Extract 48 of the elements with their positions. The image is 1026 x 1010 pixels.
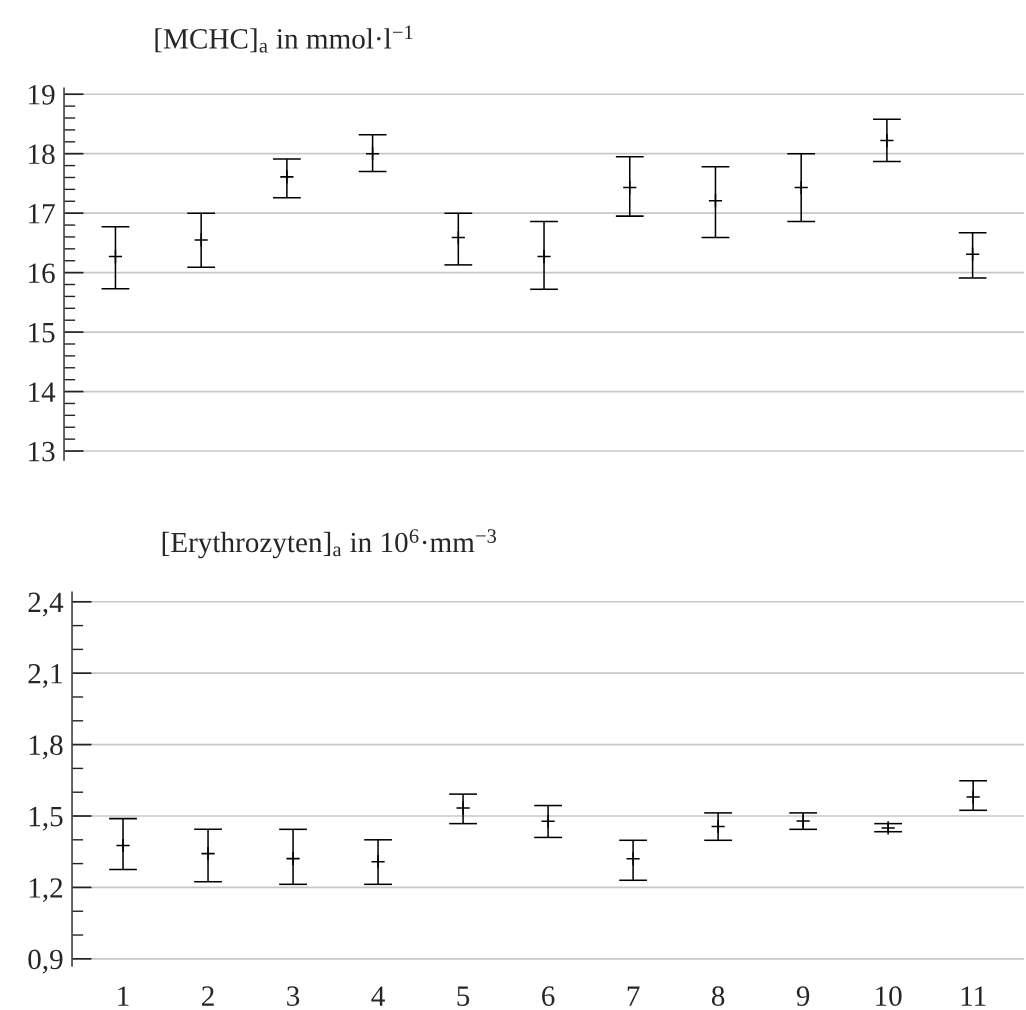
point (708, 193, 723, 209)
x-tick-label: 7 (627, 986, 640, 1006)
point (622, 180, 638, 195)
y-tick-label: 1,2 (29, 878, 63, 903)
point (200, 846, 216, 861)
y-tick-label: 15 (29, 322, 55, 343)
y-tick-label: 14 (29, 382, 56, 402)
x-tick-label: 6 (542, 986, 555, 1006)
y-tick-label: 1,8 (29, 735, 63, 760)
point (115, 838, 131, 853)
y-tick-label: 19 (29, 85, 55, 105)
point (279, 169, 295, 185)
x-tick-label: 1 (118, 986, 129, 1006)
point (450, 230, 466, 245)
x-tick-label: 5 (457, 986, 470, 1006)
point (108, 249, 123, 264)
x-tick-label: 9 (796, 986, 810, 1006)
point (285, 851, 301, 866)
chart-title: [MCHC]$_{a}$ in mmol·l$^{−1}$ (155, 25, 413, 53)
point (965, 789, 981, 805)
y-tick-label: 0,9 (28, 949, 63, 974)
point (625, 851, 641, 867)
point (536, 249, 552, 264)
point (370, 854, 386, 870)
x-tick-label: 4 (371, 986, 385, 1006)
point (879, 133, 895, 148)
point (193, 232, 209, 248)
x-tick-label: 10 (876, 986, 902, 1006)
x-tick-label: 8 (711, 986, 725, 1006)
chart-title: [Erythrozyten]$_{a}$ in 10$^{6}$·mm$^{−3}$ (162, 529, 497, 559)
point (455, 800, 471, 816)
x-tick-label: 3 (287, 986, 300, 1006)
point (795, 813, 811, 829)
y-tick-label: 16 (29, 263, 55, 284)
point (710, 819, 726, 834)
point (880, 820, 896, 836)
y-tick-label: 2,4 (28, 592, 64, 617)
y-tick-label: 18 (29, 144, 55, 165)
point (793, 180, 809, 195)
point (540, 813, 556, 829)
x-tick-label: 2 (202, 986, 214, 1006)
y-tick-label: 17 (29, 204, 55, 224)
x-tick-label: 11 (961, 986, 986, 1006)
point (365, 146, 380, 162)
point (965, 246, 980, 262)
y-tick-label: 13 (29, 441, 55, 462)
y-tick-label: 1,5 (29, 806, 63, 831)
y-tick-label: 2,1 (28, 664, 62, 688)
